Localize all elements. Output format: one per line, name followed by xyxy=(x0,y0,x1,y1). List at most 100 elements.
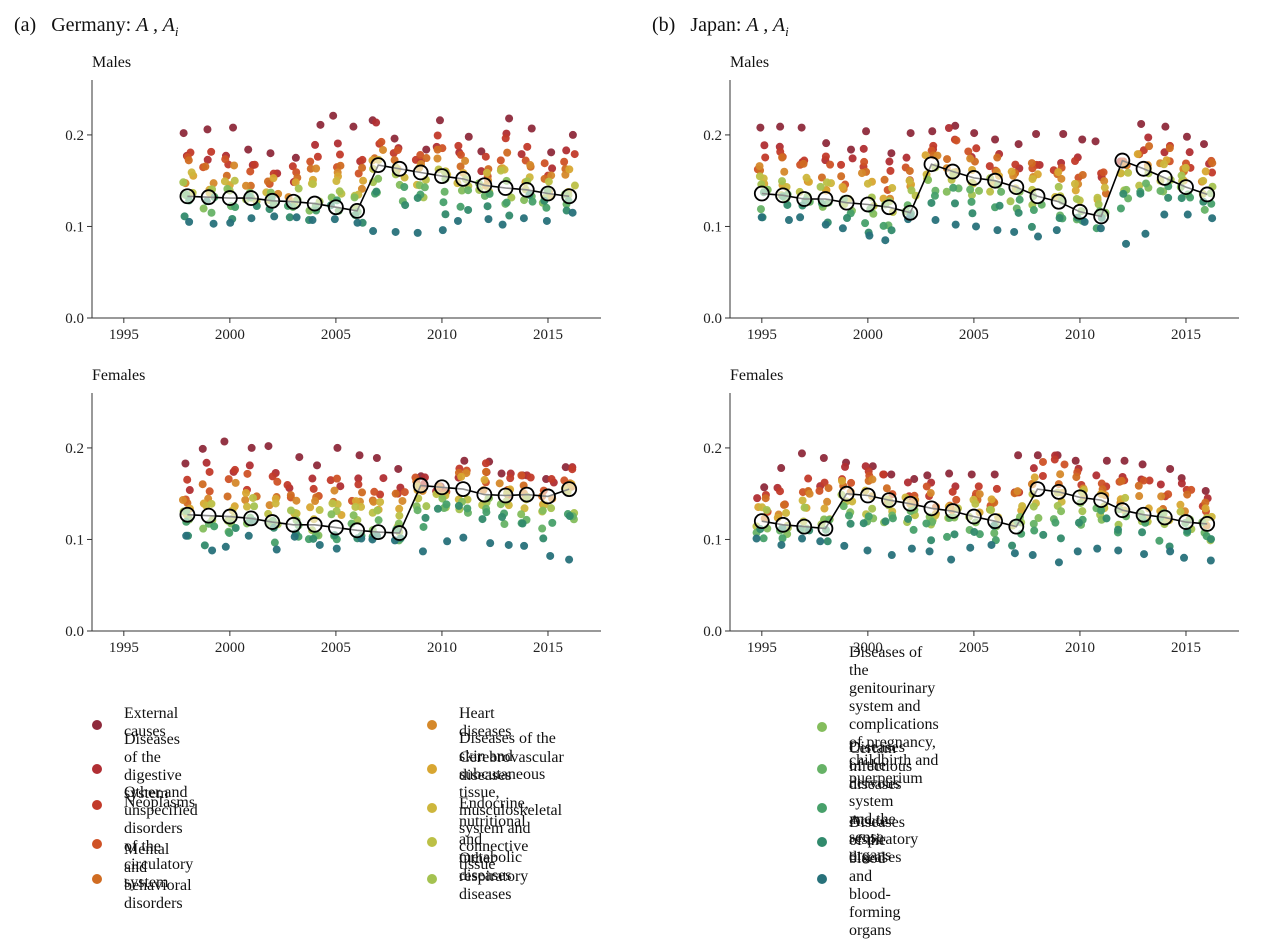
cause-point xyxy=(1124,168,1133,177)
aggregate-point xyxy=(1072,489,1088,506)
cause-point xyxy=(568,465,577,474)
cause-point xyxy=(1029,502,1038,511)
cause-point xyxy=(224,475,233,484)
cause-point xyxy=(1014,208,1023,217)
cause-point xyxy=(1182,132,1191,141)
aggregate-point xyxy=(1093,208,1110,225)
subplot-title-germany-males: Males xyxy=(92,54,132,71)
cause-point xyxy=(1092,471,1101,480)
cause-point xyxy=(1071,156,1080,165)
cause-point xyxy=(1120,456,1129,465)
cause-point xyxy=(209,179,218,188)
x-tick-label: 1995 xyxy=(747,327,777,343)
cause-point xyxy=(1054,168,1063,177)
cause-point xyxy=(463,504,472,513)
cause-point xyxy=(904,514,913,523)
cause-point xyxy=(966,185,975,194)
cause-point xyxy=(906,129,915,138)
cause-point xyxy=(1145,142,1154,151)
cause-point xyxy=(518,519,527,528)
cause-point xyxy=(847,145,856,154)
aggregate-point xyxy=(1199,186,1216,203)
cause-point xyxy=(460,456,469,465)
legend-label: Other and unspecified disorders of the c… xyxy=(124,783,198,891)
cause-point xyxy=(1027,159,1036,168)
cause-point xyxy=(986,505,995,514)
cause-point xyxy=(822,178,831,187)
cause-point xyxy=(350,193,359,202)
x-tick-label: 2010 xyxy=(1065,327,1095,343)
cause-point xyxy=(1034,232,1043,241)
cause-point xyxy=(1072,194,1081,203)
cause-point xyxy=(816,537,825,546)
aggregate-point xyxy=(1114,502,1131,519)
cause-point xyxy=(358,488,367,497)
aggregate-point xyxy=(391,525,408,541)
cause-point xyxy=(755,162,764,171)
cause-point xyxy=(926,489,935,498)
cause-point xyxy=(230,161,239,170)
legend-marker xyxy=(92,874,102,884)
cause-point xyxy=(841,462,850,471)
cause-point xyxy=(986,187,995,196)
subplot-title-japan-females: Females xyxy=(730,367,784,384)
legend-item: Neoplasms xyxy=(92,794,195,811)
cause-point xyxy=(335,187,344,196)
cause-point xyxy=(441,210,450,219)
y-tick-label: 0.1 xyxy=(703,532,722,548)
cause-point xyxy=(561,463,570,472)
cause-point xyxy=(815,486,824,495)
aggregate-point xyxy=(944,163,961,180)
cause-point xyxy=(313,152,322,161)
cause-point xyxy=(326,476,335,485)
cause-point xyxy=(207,147,216,156)
cause-point xyxy=(286,491,295,500)
cause-point xyxy=(991,135,1000,144)
aggregate-point xyxy=(327,519,344,536)
cause-point xyxy=(306,503,315,512)
cause-point xyxy=(185,217,194,226)
cause-point xyxy=(762,505,771,514)
cause-point xyxy=(398,496,407,505)
cause-point xyxy=(241,496,250,505)
cause-point xyxy=(1093,544,1102,553)
aggregate-point xyxy=(923,156,940,173)
cause-point xyxy=(887,470,896,479)
cause-point xyxy=(199,524,208,533)
cause-point xyxy=(372,187,381,196)
cause-point xyxy=(925,547,934,556)
cause-point xyxy=(1156,480,1165,489)
cause-point xyxy=(1159,160,1168,169)
cause-point xyxy=(1056,534,1065,543)
aggregate-point xyxy=(476,486,493,503)
cause-point xyxy=(517,471,526,480)
cause-point xyxy=(822,139,831,148)
cause-point xyxy=(1039,530,1048,539)
cause-point xyxy=(931,216,940,225)
cause-point xyxy=(373,506,382,515)
aggregate-point xyxy=(243,510,259,527)
cause-point xyxy=(542,475,551,484)
aggregate-point xyxy=(987,172,1004,189)
cause-point xyxy=(1054,182,1063,191)
cause-point xyxy=(1093,193,1102,202)
cause-point xyxy=(438,494,447,503)
cause-point xyxy=(327,510,336,519)
cause-point xyxy=(244,531,253,540)
aggregate-point xyxy=(327,199,344,216)
legend-label: Mental and behavioral disorders xyxy=(124,841,192,912)
cause-point xyxy=(241,181,250,190)
aggregate-point xyxy=(285,516,302,533)
cause-point xyxy=(838,182,847,191)
cause-point xyxy=(270,212,279,221)
aggregate-point xyxy=(349,202,366,219)
cause-point xyxy=(1097,506,1106,515)
panel-subscript: i xyxy=(785,24,789,39)
legend-label: Cerebrovascular diseases xyxy=(459,749,564,784)
cause-point xyxy=(798,496,807,505)
aggregate-line xyxy=(761,488,1208,530)
legend-label: Heart diseases xyxy=(459,705,512,740)
cause-point xyxy=(315,506,324,515)
cause-point xyxy=(1050,455,1059,464)
cause-point xyxy=(547,171,556,180)
